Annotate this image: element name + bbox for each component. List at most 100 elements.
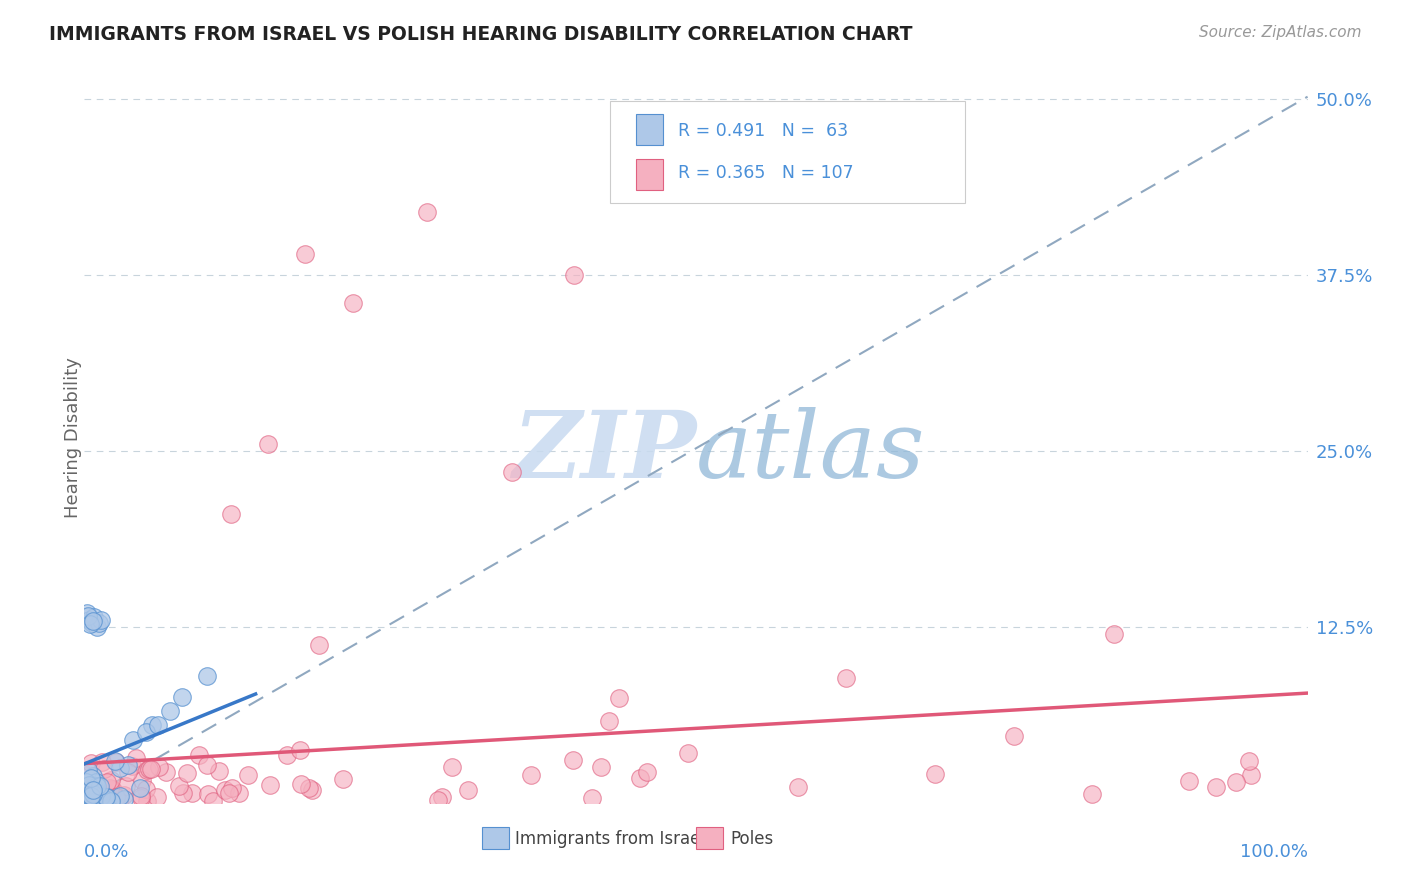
Point — [117, 758, 139, 772]
Point — [75, 775, 97, 789]
Point — [101, 783, 124, 797]
Point — [82, 769, 104, 783]
Point — [77, 763, 100, 777]
Point — [75, 792, 97, 806]
Point — [97, 794, 120, 808]
Point — [89, 779, 111, 793]
Point — [75, 768, 97, 782]
Point — [96, 774, 118, 789]
Point — [100, 794, 122, 808]
Point — [195, 669, 218, 683]
Point — [219, 508, 242, 522]
Point — [1225, 775, 1247, 789]
Point — [416, 205, 439, 219]
Point — [218, 786, 240, 800]
Point — [105, 791, 128, 805]
Point — [90, 789, 112, 803]
Point — [97, 790, 120, 805]
Point — [129, 780, 152, 795]
Point — [82, 788, 104, 802]
Point — [136, 794, 159, 808]
Point — [259, 778, 281, 792]
Point — [77, 783, 100, 797]
Point — [75, 781, 97, 796]
Point — [609, 690, 631, 705]
Point — [79, 782, 101, 797]
Point — [83, 791, 105, 805]
Point — [87, 793, 110, 807]
Point — [332, 772, 354, 786]
Point — [276, 747, 298, 762]
Point — [188, 748, 211, 763]
Point — [1240, 768, 1263, 782]
Point — [122, 732, 145, 747]
Point — [77, 608, 100, 623]
Point — [117, 765, 139, 780]
Point — [148, 760, 170, 774]
Point — [107, 794, 129, 808]
Point — [1178, 774, 1201, 789]
Point — [308, 639, 330, 653]
Point — [201, 794, 224, 808]
Bar — [636, 159, 664, 190]
Bar — [636, 114, 664, 145]
Point — [301, 783, 323, 797]
Text: R = 0.365   N = 107: R = 0.365 N = 107 — [678, 164, 853, 182]
Point — [129, 791, 152, 805]
Bar — [482, 827, 509, 849]
Point — [598, 714, 620, 728]
Point — [1239, 754, 1261, 768]
Point — [87, 782, 110, 797]
Point — [75, 788, 97, 802]
Point — [197, 787, 219, 801]
Point — [138, 763, 160, 777]
Point — [82, 783, 104, 797]
Point — [100, 793, 122, 807]
Point — [77, 788, 100, 802]
Point — [298, 780, 321, 795]
Point — [146, 790, 169, 805]
Point — [90, 755, 112, 769]
Point — [562, 268, 585, 283]
Point — [100, 773, 122, 788]
Point — [155, 764, 177, 779]
Point — [519, 768, 541, 782]
Point — [75, 784, 97, 798]
Point — [83, 780, 105, 795]
Text: Poles: Poles — [730, 830, 773, 848]
Point — [100, 782, 122, 797]
Point — [112, 788, 135, 802]
Point — [91, 793, 114, 807]
Text: IMMIGRANTS FROM ISRAEL VS POLISH HEARING DISABILITY CORRELATION CHART: IMMIGRANTS FROM ISRAEL VS POLISH HEARING… — [49, 25, 912, 44]
Point — [129, 789, 152, 803]
Point — [84, 789, 107, 804]
Point — [82, 794, 104, 808]
Point — [82, 615, 104, 629]
Point — [84, 774, 107, 789]
Text: atlas: atlas — [696, 407, 925, 497]
Point — [176, 765, 198, 780]
Point — [105, 790, 128, 805]
Point — [195, 758, 218, 772]
Point — [75, 781, 97, 796]
Point — [76, 786, 98, 800]
Bar — [696, 827, 723, 849]
Point — [236, 768, 259, 782]
Point — [290, 777, 312, 791]
Point — [82, 782, 104, 797]
Point — [214, 783, 236, 797]
Point — [457, 783, 479, 797]
Point — [90, 794, 112, 808]
Text: Immigrants from Israel: Immigrants from Israel — [515, 830, 704, 848]
Point — [96, 794, 118, 808]
Point — [94, 789, 117, 804]
Point — [80, 780, 103, 795]
Point — [104, 755, 127, 769]
Point — [83, 610, 105, 624]
Point — [77, 778, 100, 792]
Point — [562, 753, 585, 767]
Point — [1102, 627, 1125, 641]
Point — [93, 762, 115, 776]
Point — [86, 779, 108, 793]
Point — [430, 790, 453, 805]
